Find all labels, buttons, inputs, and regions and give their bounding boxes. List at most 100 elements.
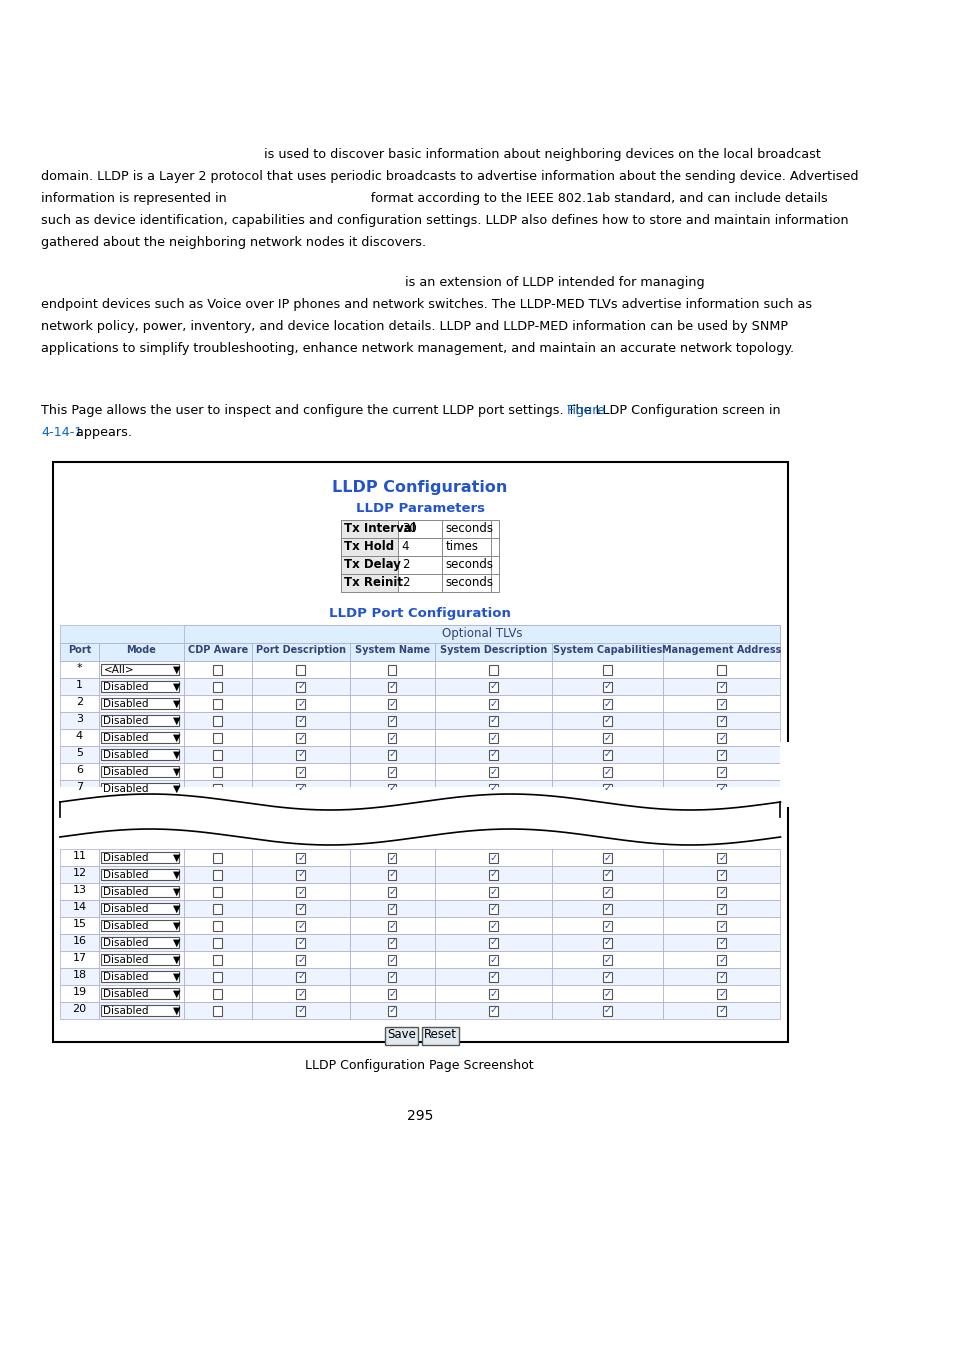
Bar <box>252 865 350 883</box>
Bar <box>717 664 725 675</box>
Text: ▼: ▼ <box>173 716 181 726</box>
Text: is an extension of LLDP intended for managing: is an extension of LLDP intended for man… <box>41 275 704 289</box>
Text: 20: 20 <box>72 1004 87 1014</box>
Bar <box>387 733 396 743</box>
Text: ▼: ▼ <box>173 751 181 760</box>
Text: gathered about the neighboring network nodes it discovers.: gathered about the neighboring network n… <box>41 236 426 248</box>
Bar <box>488 988 497 999</box>
Text: ▼: ▼ <box>173 904 181 914</box>
Bar <box>434 695 552 711</box>
Bar <box>60 849 99 865</box>
Bar <box>252 729 350 747</box>
Text: 4: 4 <box>401 540 409 553</box>
Bar <box>60 883 99 900</box>
Bar <box>488 716 497 725</box>
Text: ✓: ✓ <box>718 767 725 776</box>
Bar <box>602 682 611 691</box>
Bar <box>101 954 178 965</box>
Bar <box>602 664 611 675</box>
Bar <box>488 767 497 776</box>
Bar <box>488 749 497 760</box>
Bar <box>387 903 396 914</box>
Text: ✓: ✓ <box>603 921 612 930</box>
Text: Disabled: Disabled <box>103 733 149 743</box>
Bar <box>60 763 99 780</box>
Text: CDP Aware: CDP Aware <box>188 645 248 655</box>
Text: ✓: ✓ <box>489 954 497 964</box>
Bar <box>252 883 350 900</box>
Text: Management Address: Management Address <box>661 645 781 655</box>
Text: ✓: ✓ <box>603 988 612 999</box>
Bar <box>296 749 305 760</box>
Bar <box>662 643 780 662</box>
Text: ✓: ✓ <box>718 887 725 896</box>
Text: ✓: ✓ <box>388 988 396 999</box>
Bar <box>184 695 252 711</box>
Bar <box>340 539 498 556</box>
Text: ✓: ✓ <box>489 698 497 709</box>
Text: ✓: ✓ <box>718 682 725 691</box>
Bar <box>488 664 497 675</box>
Bar <box>552 968 662 986</box>
Bar <box>99 950 184 968</box>
Bar <box>252 917 350 934</box>
Text: 6: 6 <box>76 765 83 775</box>
Bar <box>296 887 305 896</box>
Bar <box>387 664 396 675</box>
Bar <box>340 574 397 593</box>
Bar <box>434 934 552 950</box>
Bar <box>602 988 611 999</box>
Text: ▼: ▼ <box>173 972 181 981</box>
Text: ✓: ✓ <box>603 903 612 914</box>
Bar <box>101 698 178 709</box>
Bar <box>387 988 396 999</box>
Bar <box>662 1002 780 1019</box>
Text: Optional TLVs: Optional TLVs <box>441 626 522 640</box>
Text: ✓: ✓ <box>297 733 305 743</box>
Bar <box>441 556 490 574</box>
Bar <box>602 921 611 930</box>
Text: ✓: ✓ <box>297 1006 305 1015</box>
Bar <box>717 767 725 776</box>
Text: ✓: ✓ <box>603 733 612 743</box>
Bar <box>387 1006 396 1015</box>
Bar <box>213 698 222 709</box>
Bar <box>296 682 305 691</box>
Text: 16: 16 <box>72 936 87 946</box>
Bar <box>662 763 780 780</box>
Bar <box>60 643 780 662</box>
Text: ✓: ✓ <box>388 972 396 981</box>
Bar <box>434 780 552 796</box>
Bar <box>552 865 662 883</box>
Bar <box>213 664 222 675</box>
Text: ✓: ✓ <box>489 887 497 896</box>
Text: Save: Save <box>387 1027 416 1041</box>
Text: ✓: ✓ <box>489 921 497 930</box>
Bar <box>213 767 222 776</box>
Bar <box>552 883 662 900</box>
Text: ▼: ▼ <box>173 938 181 948</box>
Text: 2: 2 <box>76 697 83 707</box>
Bar <box>602 783 611 794</box>
Bar <box>662 865 780 883</box>
Text: ▼: ▼ <box>173 733 181 743</box>
Bar <box>101 919 178 931</box>
Bar <box>184 747 252 763</box>
Text: ✓: ✓ <box>388 716 396 725</box>
Bar <box>60 865 99 883</box>
Bar <box>434 662 552 678</box>
Text: ✓: ✓ <box>718 733 725 743</box>
Bar <box>184 711 252 729</box>
Text: Disabled: Disabled <box>103 853 149 863</box>
Bar <box>602 1006 611 1015</box>
Text: ✓: ✓ <box>718 972 725 981</box>
Text: Tx Reinit: Tx Reinit <box>343 576 402 589</box>
Bar <box>552 780 662 796</box>
Text: ✓: ✓ <box>489 937 497 948</box>
Text: Disabled: Disabled <box>103 716 149 726</box>
Text: Disabled: Disabled <box>103 904 149 914</box>
Text: Disabled: Disabled <box>103 972 149 981</box>
Bar <box>60 643 99 662</box>
Bar <box>717 749 725 760</box>
Bar <box>99 986 184 1002</box>
